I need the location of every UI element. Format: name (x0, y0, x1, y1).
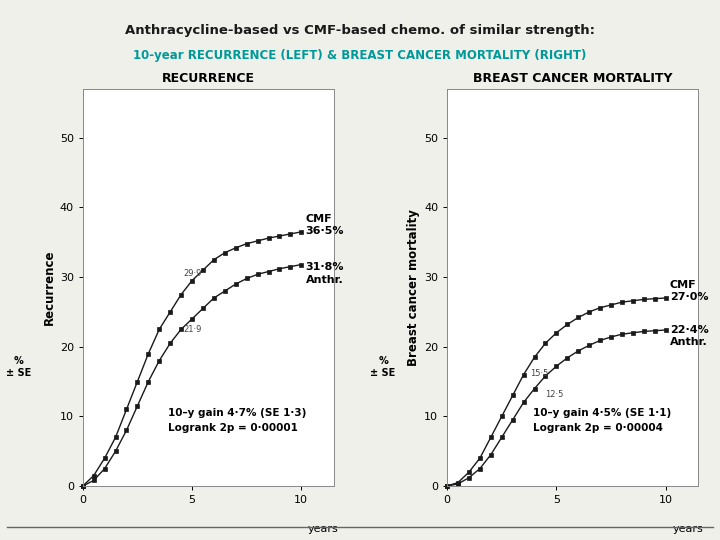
Text: 29·9: 29·9 (184, 269, 202, 278)
Y-axis label: Recurrence: Recurrence (42, 250, 55, 325)
Text: %
± SE: % ± SE (6, 356, 32, 378)
Text: 12·5: 12·5 (546, 390, 564, 399)
Title: BREAST CANCER MORTALITY: BREAST CANCER MORTALITY (473, 72, 672, 85)
Text: 21·9: 21·9 (184, 325, 202, 334)
Title: RECURRENCE: RECURRENCE (162, 72, 255, 85)
Text: years: years (672, 524, 703, 534)
Text: 22·4%
Anthr.: 22·4% Anthr. (670, 325, 708, 348)
Text: %
± SE: % ± SE (370, 356, 396, 378)
Text: 31·8%
Anthr.: 31·8% Anthr. (306, 262, 344, 285)
Text: 10–y gain 4·5% (SE 1·1)
Logrank 2p = 0·00004: 10–y gain 4·5% (SE 1·1) Logrank 2p = 0·0… (533, 408, 671, 433)
Text: 10–y gain 4·7% (SE 1·3)
Logrank 2p = 0·00001: 10–y gain 4·7% (SE 1·3) Logrank 2p = 0·0… (168, 408, 307, 433)
Y-axis label: Breast cancer mortality: Breast cancer mortality (407, 209, 420, 366)
Text: CMF
27·0%: CMF 27·0% (670, 280, 708, 302)
Text: 15·5: 15·5 (530, 369, 549, 378)
Text: Anthracycline-based vs CMF-based chemo. of similar strength:: Anthracycline-based vs CMF-based chemo. … (125, 24, 595, 37)
Text: CMF
36·5%: CMF 36·5% (306, 214, 344, 236)
Text: 10-year RECURRENCE (LEFT) & BREAST CANCER MORTALITY (RIGHT): 10-year RECURRENCE (LEFT) & BREAST CANCE… (133, 49, 587, 62)
Text: years: years (308, 524, 338, 534)
